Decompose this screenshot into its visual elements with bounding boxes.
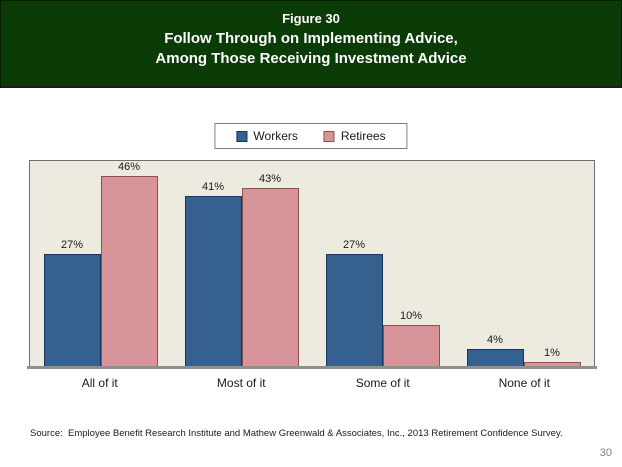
bar-value-label: 27% — [342, 239, 366, 251]
bar-group-most-of-it: 41% 43% — [171, 173, 312, 366]
bar-workers-all-of-it — [43, 254, 101, 366]
bar-value-label: 46% — [117, 161, 141, 173]
bar-workers-most-of-it — [184, 196, 242, 366]
bar-chart-plot-area: 27% 46% 41% 43% 27% 10% 4% 1% — [29, 160, 595, 367]
bar-retirees-some-of-it — [382, 325, 440, 366]
bar-column-workers-none-of-it: 4% — [466, 334, 524, 366]
x-axis-label-none-of-it: None of it — [498, 376, 550, 390]
bar-workers-none-of-it — [466, 349, 524, 366]
title-banner: Figure 30 Follow Through on Implementing… — [0, 0, 622, 88]
legend-label-workers: Workers — [253, 129, 298, 143]
slide-title-line1: Follow Through on Implementing Advice, — [164, 30, 458, 47]
bar-value-label: 41% — [201, 181, 225, 193]
bar-value-label: 10% — [399, 310, 423, 322]
x-axis-label-most-of-it: Most of it — [216, 376, 266, 390]
bar-group-all-of-it: 27% 46% — [30, 161, 171, 366]
x-axis-line — [27, 366, 597, 369]
bar-value-label: 27% — [60, 239, 84, 251]
bar-value-label: 43% — [258, 173, 282, 185]
x-axis-label-all-of-it: All of it — [81, 376, 118, 390]
bar-group-some-of-it: 27% 10% — [312, 239, 453, 366]
x-axis-label-some-of-it: Some of it — [355, 376, 410, 390]
bar-column-workers-most-of-it: 41% — [184, 181, 242, 366]
bar-column-retirees-none-of-it: 1% — [523, 347, 581, 366]
bar-value-label: 4% — [487, 334, 503, 346]
chart-legend: Workers Retirees — [214, 123, 408, 149]
retirees-swatch-icon — [323, 130, 335, 142]
x-axis-labels: All of it Most of it Some of it None of it — [29, 376, 595, 390]
source-note: Source: Employee Benefit Research Instit… — [30, 428, 563, 439]
bar-workers-some-of-it — [325, 254, 383, 366]
bar-groups: 27% 46% 41% 43% 27% 10% 4% 1% — [30, 161, 594, 366]
workers-swatch-icon — [236, 130, 248, 142]
bar-retirees-all-of-it — [100, 176, 158, 366]
page-number: 30 — [599, 447, 612, 459]
bar-retirees-none-of-it — [523, 362, 581, 366]
bar-column-retirees-some-of-it: 10% — [382, 310, 440, 366]
bar-column-workers-all-of-it: 27% — [43, 239, 101, 366]
bar-column-workers-some-of-it: 27% — [325, 239, 383, 366]
bar-value-label: 1% — [544, 347, 560, 359]
slide-title-line2: Among Those Receiving Investment Advice — [155, 50, 467, 67]
bar-column-retirees-all-of-it: 46% — [100, 161, 158, 366]
figure-label: Figure 30 — [282, 11, 340, 26]
bar-retirees-most-of-it — [241, 188, 299, 366]
bar-group-none-of-it: 4% 1% — [453, 334, 594, 366]
legend-label-retirees: Retirees — [340, 129, 386, 143]
legend-item-workers: Workers — [236, 129, 298, 143]
bar-column-retirees-most-of-it: 43% — [241, 173, 299, 366]
legend-item-retirees: Retirees — [323, 129, 386, 143]
